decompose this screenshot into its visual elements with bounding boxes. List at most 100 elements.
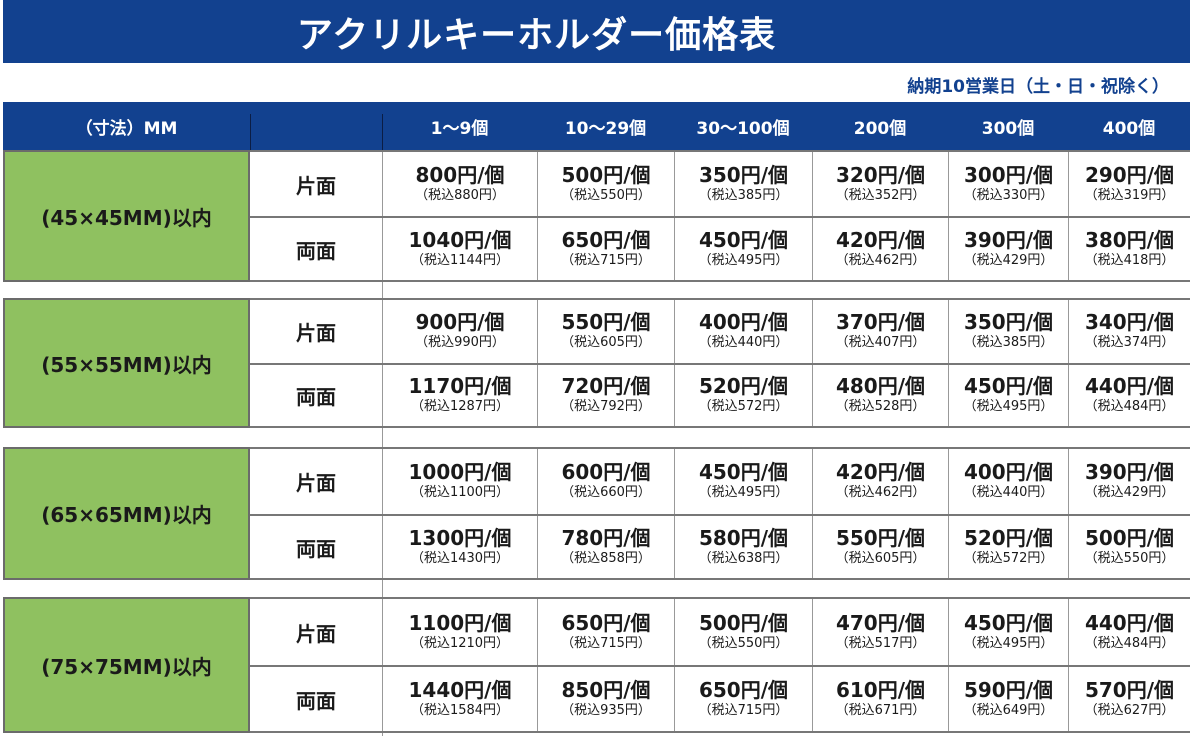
tax-included-price: （税込429円） xyxy=(1084,485,1175,500)
unit-price: 400円/個 xyxy=(963,460,1054,484)
price-cell: 450円/個 （税込495円） xyxy=(674,218,812,280)
tax-included-price: （税込550円） xyxy=(1084,550,1175,566)
price-cell: 650円/個 （税込715円） xyxy=(537,599,674,665)
print-side-label: 片面 xyxy=(296,173,336,198)
header-size: （寸法）MM xyxy=(75,118,178,139)
unit-price: 520円/個 xyxy=(963,525,1054,550)
header-divider xyxy=(382,114,383,150)
unit-price: 480円/個 xyxy=(835,374,926,398)
tax-included-price: （税込528円） xyxy=(835,399,926,414)
unit-price: 1100円/個 xyxy=(408,610,512,635)
tax-included-price: （税込1584円） xyxy=(410,702,510,718)
tax-included-price: （税込880円） xyxy=(415,187,505,203)
price-cell: 400円/個 （税込440円） xyxy=(948,449,1068,514)
price-cell: 440円/個 （税込484円） xyxy=(1068,365,1190,426)
tax-included-price: （税込1287円） xyxy=(410,399,510,414)
tax-included-price: （税込715円） xyxy=(561,252,651,268)
tax-included-price: （税込385円） xyxy=(698,187,789,203)
price-cell: 1440円/個 （税込1584円） xyxy=(382,667,537,731)
unit-price: 900円/個 xyxy=(415,310,505,334)
header-qty: 10〜29個 xyxy=(564,118,647,139)
price-cell: 580円/個 （税込638円） xyxy=(674,516,812,578)
table-row: 片面 800円/個 （税込880円） 500円/個 （税込550円） 350円/個 （税込3… xyxy=(250,150,1190,216)
unit-price: 600円/個 xyxy=(561,460,651,484)
price-cell: 340円/個 （税込374円） xyxy=(1068,300,1190,363)
table-row: 片面 1100円/個 （税込1210円） 650円/個 （税込715円） 500円/個 （税… xyxy=(250,597,1190,665)
unit-price: 420円/個 xyxy=(835,227,926,252)
price-cell: 650円/個 （税込715円） xyxy=(674,667,812,731)
price-cell: 390円/個 （税込429円） xyxy=(1068,449,1190,514)
unit-price: 520円/個 xyxy=(698,374,789,398)
price-cell: 380円/個 （税込418円） xyxy=(1068,218,1190,280)
tax-included-price: （税込605円） xyxy=(835,550,926,566)
table-row: 両面 1170円/個 （税込1287円） 720円/個 （税込792円） 520円/個 （税… xyxy=(250,363,1190,428)
unit-price: 580円/個 xyxy=(698,525,789,550)
unit-price: 370円/個 xyxy=(835,310,926,334)
size-label: (55×55MM)以内 xyxy=(3,298,250,428)
price-cell: 520円/個 （税込572円） xyxy=(948,516,1068,578)
price-cell: 290円/個 （税込319円） xyxy=(1068,152,1190,216)
tax-included-price: （税込374円） xyxy=(1084,335,1175,350)
size-label: (65×65MM)以内 xyxy=(3,447,250,580)
tax-included-price: （税込605円） xyxy=(561,335,651,350)
price-cell: 390円/個 （税込429円） xyxy=(948,218,1068,280)
gap-divider xyxy=(382,733,383,736)
price-cell: 440円/個 （税込484円） xyxy=(1068,599,1190,665)
tax-included-price: （税込484円） xyxy=(1084,399,1175,414)
tax-included-price: （税込572円） xyxy=(698,399,789,414)
table-row: 片面 1000円/個 （税込1100円） 600円/個 （税込660円） 450円/個 （税… xyxy=(250,447,1190,514)
price-cell: 550円/個 （税込605円） xyxy=(537,300,674,363)
unit-price: 850円/個 xyxy=(561,677,651,702)
unit-price: 650円/個 xyxy=(561,610,651,635)
header-qty: 300個 xyxy=(981,118,1035,139)
unit-price: 590円/個 xyxy=(963,677,1054,702)
size-label: (75×75MM)以内 xyxy=(3,597,250,733)
price-cell: 570円/個 （税込627円） xyxy=(1068,667,1190,731)
price-cell: 500円/個 （税込550円） xyxy=(1068,516,1190,578)
unit-price: 650円/個 xyxy=(698,677,789,702)
tax-included-price: （税込484円） xyxy=(1084,635,1175,651)
tax-included-price: （税込649円） xyxy=(963,702,1054,718)
header-qty: 400個 xyxy=(1102,118,1156,139)
tax-included-price: （税込319円） xyxy=(1084,187,1175,203)
price-cell: 450円/個 （税込495円） xyxy=(674,449,812,514)
unit-price: 420円/個 xyxy=(835,460,926,484)
tax-included-price: （税込715円） xyxy=(561,635,651,651)
price-cell: 600円/個 （税込660円） xyxy=(537,449,674,514)
tax-included-price: （税込495円） xyxy=(698,252,789,268)
price-cell: 610円/個 （税込671円） xyxy=(812,667,948,731)
tax-included-price: （税込935円） xyxy=(561,702,651,718)
print-side-label: 両面 xyxy=(296,385,336,409)
price-cell: 450円/個 （税込495円） xyxy=(948,599,1068,665)
unit-price: 500円/個 xyxy=(561,162,651,187)
tax-included-price: （税込330円） xyxy=(963,187,1054,203)
tax-included-price: （税込418円） xyxy=(1084,252,1175,268)
unit-price: 780円/個 xyxy=(561,525,651,550)
gap-divider xyxy=(382,282,383,298)
price-cell: 1170円/個 （税込1287円） xyxy=(382,365,537,426)
unit-price: 1000円/個 xyxy=(408,460,512,484)
unit-price: 320円/個 xyxy=(835,162,926,187)
tax-included-price: （税込627円） xyxy=(1084,702,1175,718)
tax-included-price: （税込440円） xyxy=(963,485,1054,500)
tax-included-price: （税込660円） xyxy=(561,485,651,500)
size-group: (65×65MM)以内 片面 1000円/個 （税込1100円） 600円/個 （税込66… xyxy=(3,447,1190,580)
print-side-label: 両面 xyxy=(296,536,336,561)
tax-included-price: （税込495円） xyxy=(963,399,1054,414)
tax-included-price: （税込1430円） xyxy=(410,550,510,566)
header-qty: 200個 xyxy=(853,118,907,139)
header-divider xyxy=(250,114,251,150)
unit-price: 290円/個 xyxy=(1084,162,1175,187)
header-qty: 30〜100個 xyxy=(696,118,790,139)
price-cell: 420円/個 （税込462円） xyxy=(812,218,948,280)
unit-price: 550円/個 xyxy=(835,525,926,550)
unit-price: 450円/個 xyxy=(698,227,789,252)
price-cell: 370円/個 （税込407円） xyxy=(812,300,948,363)
unit-price: 450円/個 xyxy=(963,374,1054,398)
unit-price: 390円/個 xyxy=(1084,460,1175,484)
price-cell: 480円/個 （税込528円） xyxy=(812,365,948,426)
price-cell: 470円/個 （税込517円） xyxy=(812,599,948,665)
unit-price: 440円/個 xyxy=(1084,374,1175,398)
price-cell: 350円/個 （税込385円） xyxy=(948,300,1068,363)
unit-price: 1440円/個 xyxy=(408,677,512,702)
